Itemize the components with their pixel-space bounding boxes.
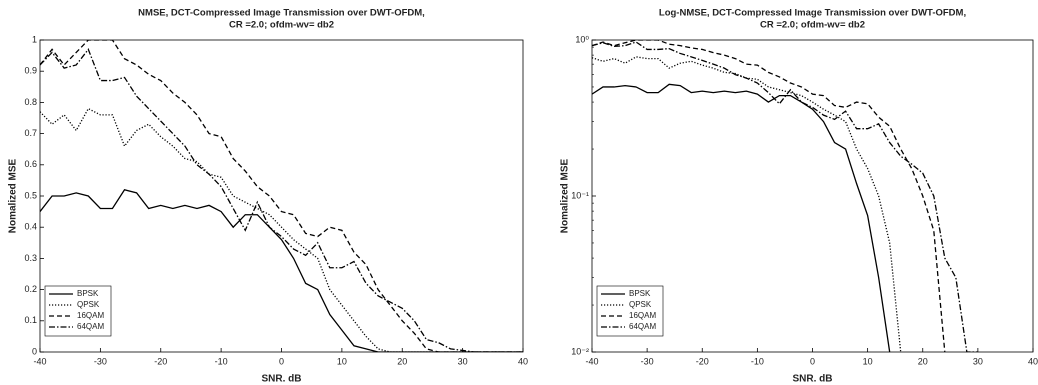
y-axis-label: Nomalized MSE <box>8 158 19 233</box>
x-tick-label: -20 <box>154 356 167 366</box>
x-tick-label: -20 <box>696 356 709 366</box>
legend-box <box>44 285 112 337</box>
series-group <box>592 40 978 352</box>
series-line <box>40 107 523 352</box>
chart-title: NMSE, DCT-Compressed Image Transmission … <box>138 8 425 19</box>
x-tick-label: -30 <box>641 356 654 366</box>
x-tick-label: -40 <box>585 356 598 366</box>
x-axis-label: SNR. dB <box>793 374 833 385</box>
series-line <box>592 83 891 352</box>
x-tick-label: 40 <box>518 356 528 366</box>
chart-title: CR =2.0; ofdm-wv= db2 <box>229 20 334 31</box>
legend-label: 64QAM <box>629 322 656 331</box>
series-line <box>592 40 946 352</box>
legend: BPSK QPSK 16QAM 64QAM <box>596 285 664 337</box>
x-tick-label: 10 <box>337 356 347 366</box>
x-tick-label: 0 <box>810 356 815 366</box>
legend-label: QPSK <box>629 300 652 309</box>
legend-label: BPSK <box>77 289 99 298</box>
series-line <box>40 48 523 352</box>
plot-area <box>39 39 524 353</box>
plot-area <box>591 39 1034 353</box>
x-tick-label: 20 <box>397 356 407 366</box>
series-line <box>40 189 523 352</box>
x-tick-label: 30 <box>458 356 468 366</box>
y-tick-label: 0.3 <box>24 253 37 263</box>
y-tick-label: 0.2 <box>24 284 37 294</box>
chart-title: Log-NMSE, DCT-Compressed Image Transmiss… <box>659 8 966 19</box>
legend-label: QPSK <box>77 300 100 309</box>
y-tick-label: 10⁻² <box>571 346 589 356</box>
x-tick-label: 30 <box>973 356 983 366</box>
x-tick-label: -40 <box>33 356 46 366</box>
x-tick-label: -30 <box>94 356 107 366</box>
chart: Log-NMSE, DCT-Compressed Image Transmiss… <box>560 8 1038 385</box>
y-tick-label: 1 <box>32 34 37 44</box>
legend-label: 16QAM <box>77 311 104 320</box>
y-tick-label: 0 <box>32 346 37 356</box>
y-tick-label: 0.8 <box>24 97 37 107</box>
x-tick-label: -10 <box>215 356 228 366</box>
series-line <box>40 40 523 352</box>
y-axis-label: Nomalized MSE <box>560 158 571 233</box>
y-tick-label: 10⁻¹ <box>571 190 589 200</box>
x-tick-label: 10 <box>863 356 873 366</box>
y-tick-label: 0.5 <box>24 190 37 200</box>
series-group <box>40 40 523 352</box>
y-tick-label: 0.4 <box>24 222 37 232</box>
x-tick-label: -10 <box>751 356 764 366</box>
chart: NMSE, DCT-Compressed Image Transmission … <box>8 8 528 385</box>
series-line <box>592 41 978 352</box>
x-axis-label: SNR. dB <box>262 374 302 385</box>
chart-title: CR =2.0; ofdm-wv= db2 <box>760 20 865 31</box>
legend: BPSK QPSK 16QAM 64QAM <box>44 285 112 337</box>
x-tick-label: 0 <box>279 356 284 366</box>
y-tick-label: 0.9 <box>24 66 37 76</box>
x-tick-label: 40 <box>1028 356 1038 366</box>
y-tick-label: 0.1 <box>24 315 37 325</box>
x-tick-label: 20 <box>918 356 928 366</box>
legend-label: 16QAM <box>629 311 656 320</box>
legend-label: 64QAM <box>77 322 104 331</box>
legend-label: BPSK <box>629 289 651 298</box>
y-tick-label: 0.6 <box>24 159 37 169</box>
y-tick-label: 10⁰ <box>575 34 589 44</box>
y-tick-label: 0.7 <box>24 128 37 138</box>
